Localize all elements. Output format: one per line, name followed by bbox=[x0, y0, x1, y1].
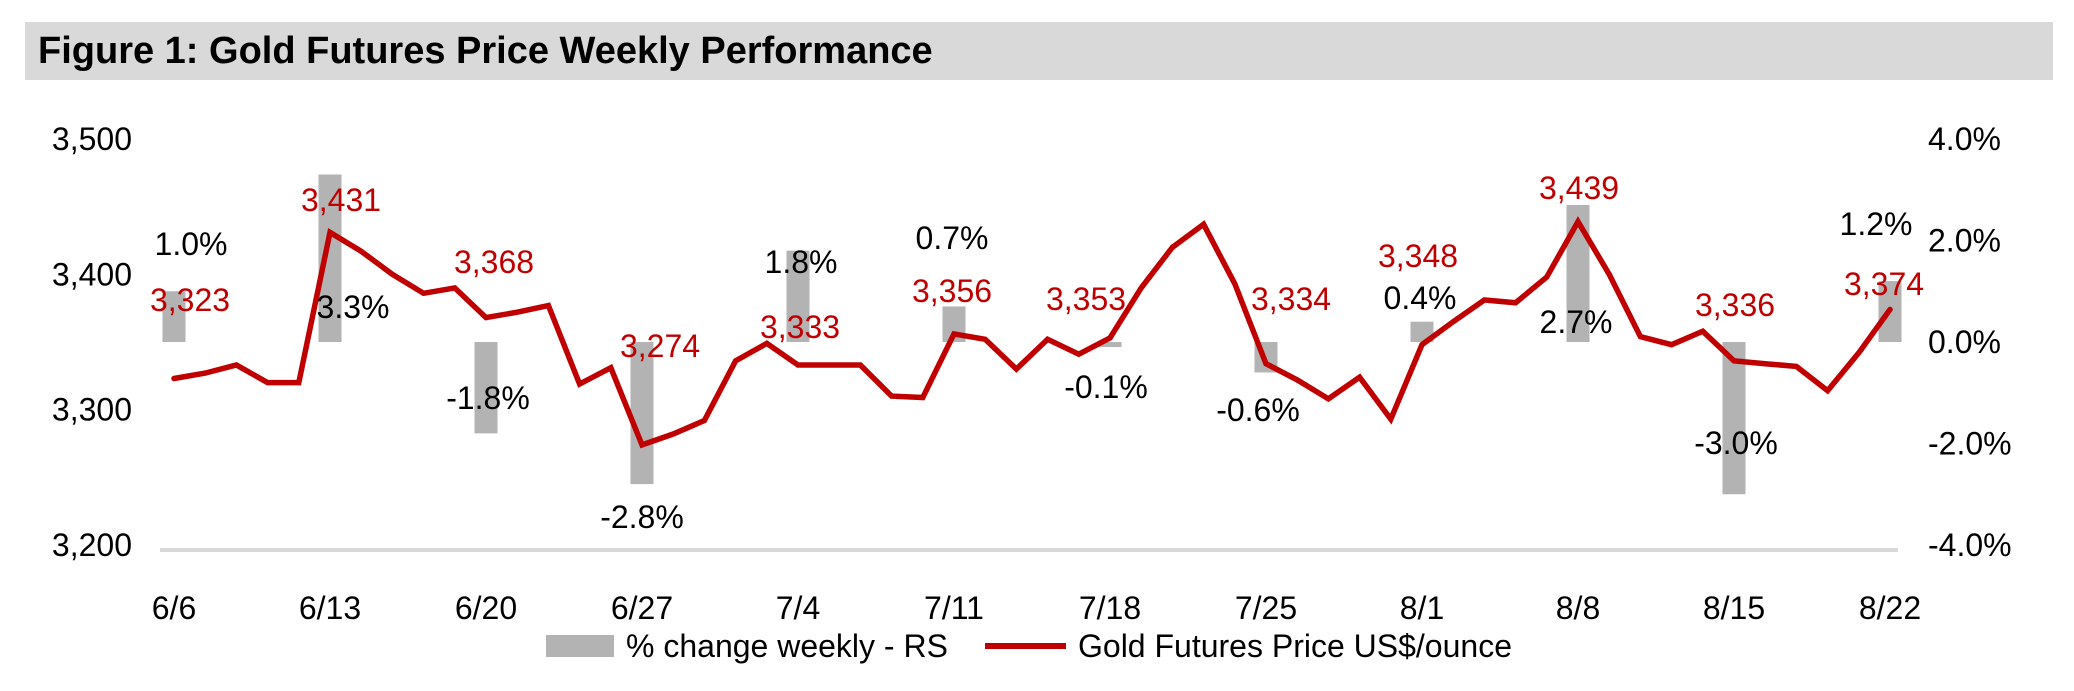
price-label-8/1: 3,348 bbox=[1378, 238, 1458, 274]
price-label-6/13: 3,431 bbox=[301, 182, 381, 218]
bar-8/15 bbox=[1722, 342, 1746, 495]
pct-label-7/11: 0.7% bbox=[916, 220, 989, 256]
legend-line-label: Gold Futures Price US$/ounce bbox=[1078, 628, 1512, 664]
bar-6/13 bbox=[318, 174, 342, 342]
price-label-8/8: 3,439 bbox=[1539, 170, 1619, 206]
left-axis-tick-3,400: 3,400 bbox=[52, 256, 132, 292]
bar-7/18 bbox=[1098, 342, 1122, 348]
pct-label-8/8: 2.7% bbox=[1540, 304, 1613, 340]
bar-6/20 bbox=[474, 342, 498, 434]
right-axis-tick--2.0%: -2.0% bbox=[1928, 426, 2012, 462]
x-axis-label-8/8: 8/8 bbox=[1556, 590, 1600, 626]
right-axis-tick-2.0%: 2.0% bbox=[1928, 223, 2001, 259]
price-label-8/15: 3,336 bbox=[1695, 287, 1775, 323]
x-axis-label-8/1: 8/1 bbox=[1400, 590, 1444, 626]
price-label-6/6: 3,323 bbox=[150, 282, 230, 318]
figure-title: Figure 1: Gold Futures Price Weekly Perf… bbox=[38, 29, 933, 72]
x-axis-label-7/4: 7/4 bbox=[776, 590, 820, 626]
pct-label-8/22: 1.2% bbox=[1840, 206, 1913, 242]
price-label-6/20: 3,368 bbox=[454, 244, 534, 280]
x-axis-label-6/6: 6/6 bbox=[152, 590, 196, 626]
x-axis-label-7/11: 7/11 bbox=[924, 590, 984, 626]
pct-label-7/25: -0.6% bbox=[1216, 392, 1300, 428]
pct-label-6/13: 3.3% bbox=[317, 289, 390, 325]
x-axis-label-8/15: 8/15 bbox=[1703, 590, 1765, 626]
price-label-7/4: 3,333 bbox=[760, 309, 840, 345]
x-axis-label-6/27: 6/27 bbox=[611, 590, 673, 626]
figure-title-band: Figure 1: Gold Futures Price Weekly Perf… bbox=[25, 22, 2053, 80]
x-axis-label-7/25: 7/25 bbox=[1235, 590, 1297, 626]
legend-bar-swatch bbox=[546, 635, 614, 657]
bar-6/6 bbox=[162, 291, 186, 342]
pct-label-6/6: 1.0% bbox=[155, 226, 228, 262]
left-axis-tick-3,300: 3,300 bbox=[52, 392, 132, 428]
pct-label-7/18: -0.1% bbox=[1064, 369, 1148, 405]
left-axis-tick-3,200: 3,200 bbox=[52, 527, 132, 563]
pct-label-6/27: -2.8% bbox=[600, 499, 684, 535]
price-label-8/22: 3,374 bbox=[1844, 266, 1924, 302]
legend-bar-label: % change weekly - RS bbox=[626, 628, 948, 664]
x-axis-label-6/20: 6/20 bbox=[455, 590, 517, 626]
gold-price-line bbox=[171, 216, 1893, 449]
price-label-7/18: 3,353 bbox=[1046, 281, 1126, 317]
price-label-6/27: 3,274 bbox=[620, 328, 700, 364]
pct-label-7/4: 1.8% bbox=[765, 244, 838, 280]
bar-8/1 bbox=[1410, 321, 1434, 342]
pct-label-6/20: -1.8% bbox=[446, 380, 530, 416]
right-axis-tick-4.0%: 4.0% bbox=[1928, 121, 2001, 157]
left-axis-tick-3,500: 3,500 bbox=[52, 121, 132, 157]
x-axis-label-8/22: 8/22 bbox=[1859, 590, 1921, 626]
price-label-7/11: 3,356 bbox=[912, 273, 992, 309]
pct-label-8/1: 0.4% bbox=[1384, 280, 1457, 316]
x-axis-label-6/13: 6/13 bbox=[299, 590, 361, 626]
x-axis-line bbox=[160, 548, 1898, 552]
bar-8/8 bbox=[1566, 204, 1590, 342]
legend-line-swatch bbox=[985, 643, 1066, 649]
bar-7/4 bbox=[786, 250, 810, 342]
x-axis-label-7/18: 7/18 bbox=[1079, 590, 1141, 626]
right-axis-tick-0.0%: 0.0% bbox=[1928, 324, 2001, 360]
price-label-7/25: 3,334 bbox=[1251, 281, 1331, 317]
pct-label-8/15: -3.0% bbox=[1694, 425, 1778, 461]
bar-6/27 bbox=[630, 342, 654, 485]
right-axis-tick--4.0%: -4.0% bbox=[1928, 527, 2012, 563]
